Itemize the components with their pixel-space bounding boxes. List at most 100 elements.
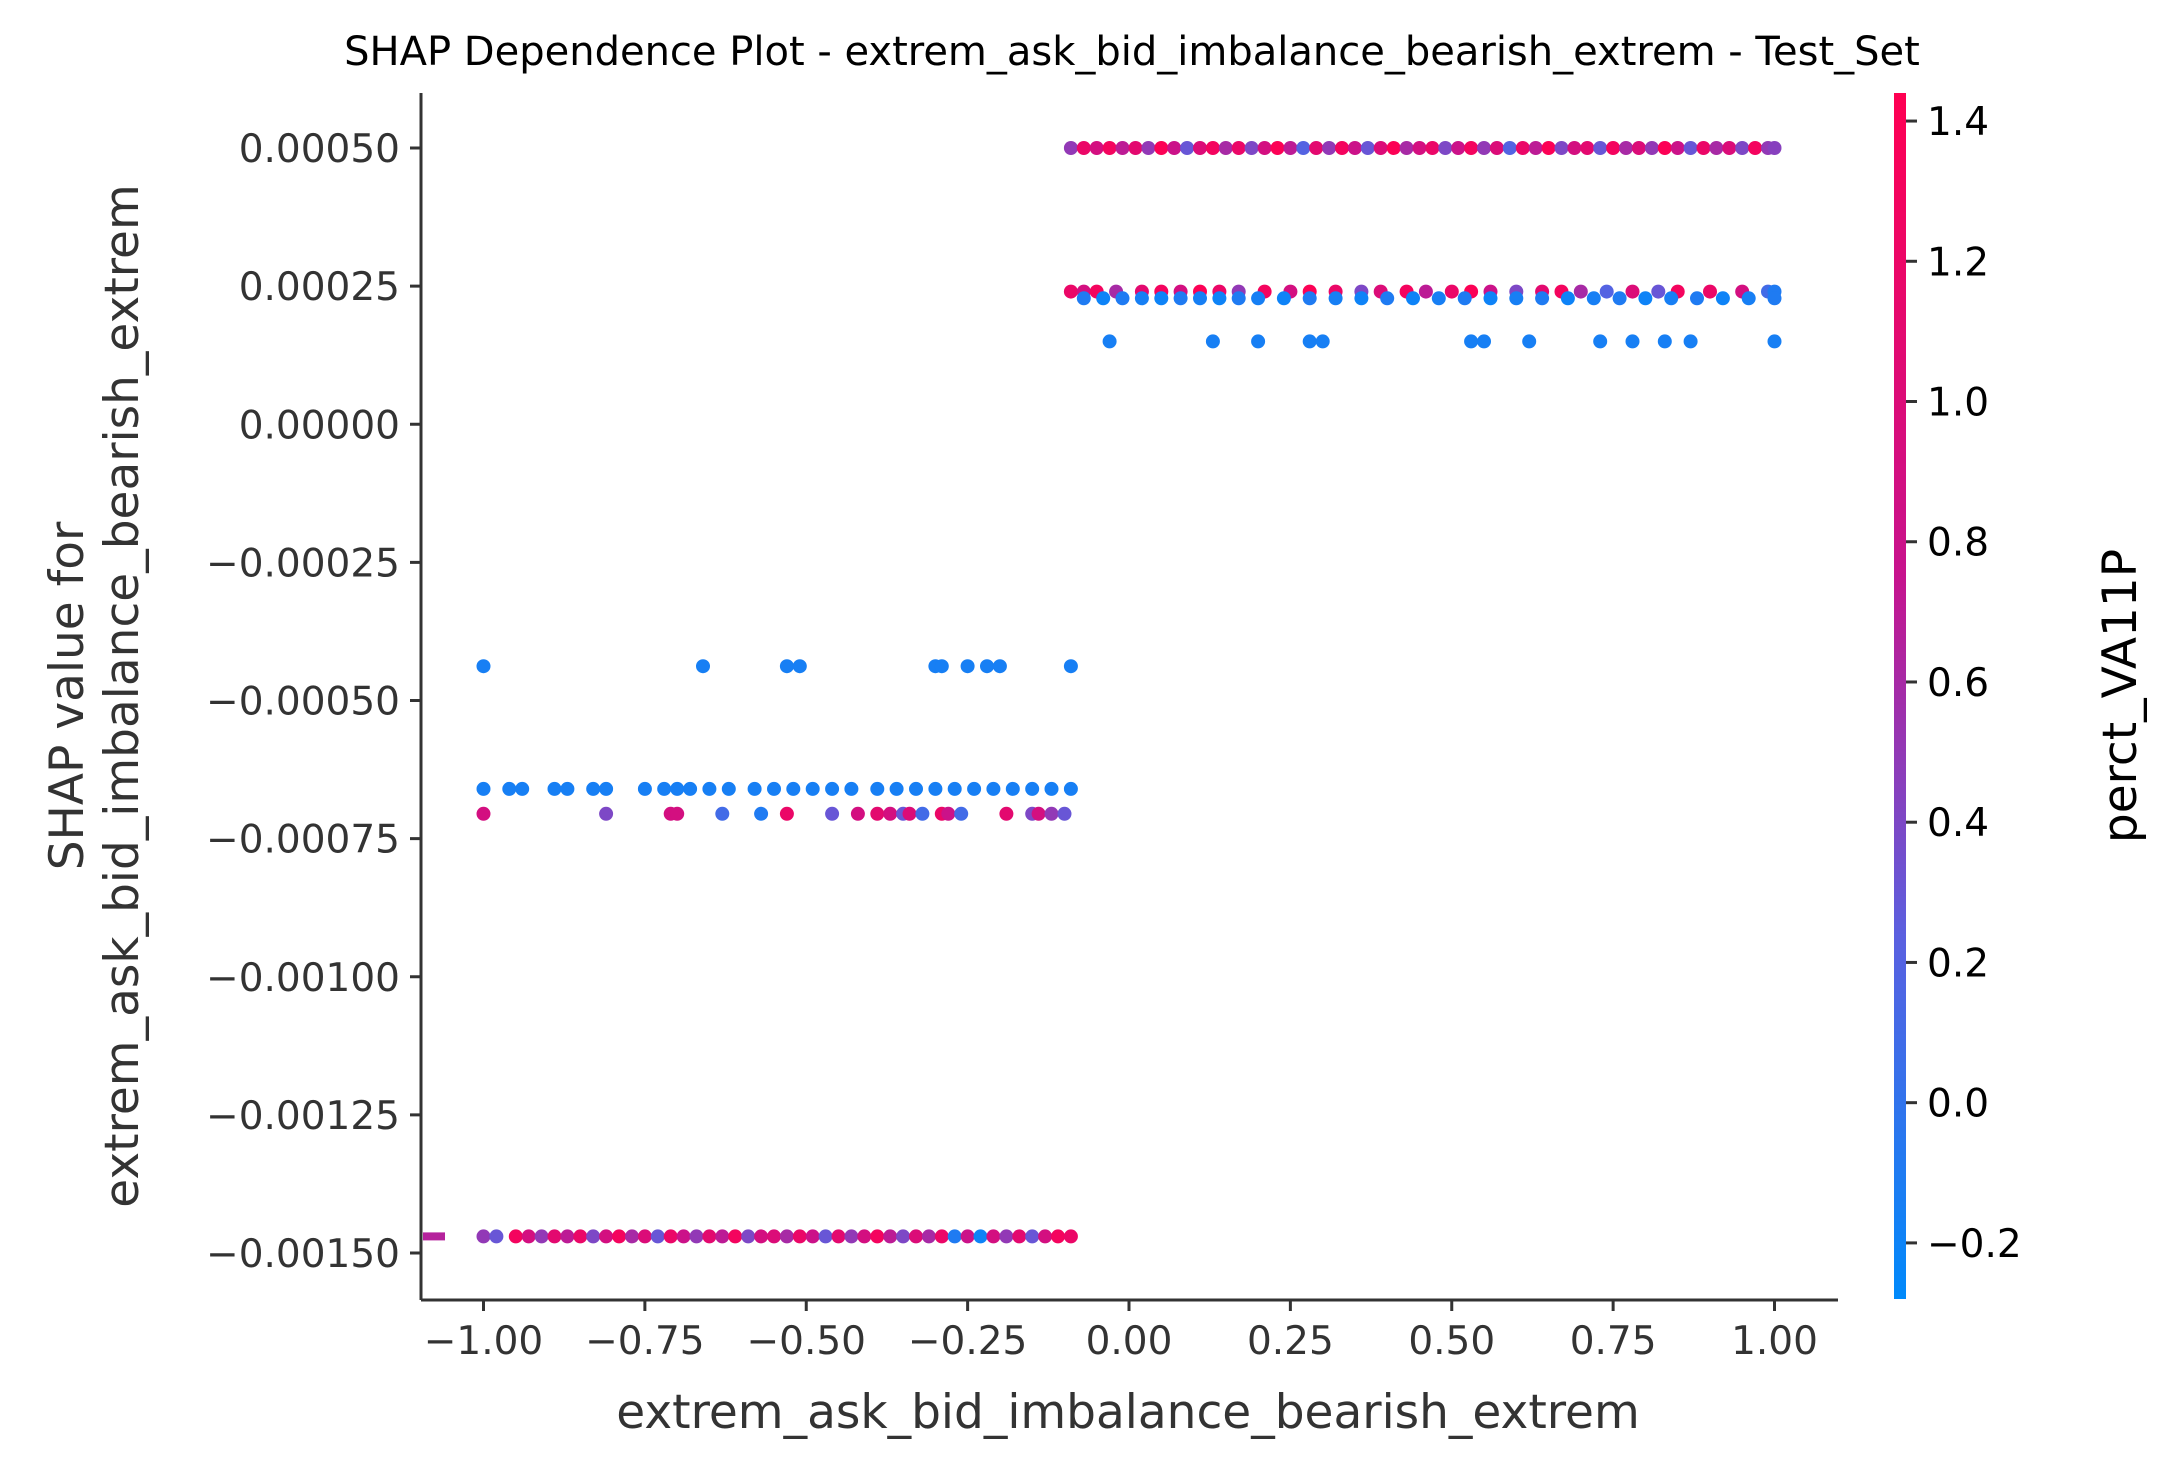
scatter-point — [1741, 291, 1756, 306]
scatter-point — [586, 781, 601, 796]
scatter-point — [767, 781, 781, 796]
colorbar-tick-label: 0.4 — [1927, 801, 1989, 846]
scatter-point — [1347, 141, 1362, 155]
scatter-point — [921, 1229, 936, 1244]
scatter-point — [1612, 291, 1627, 306]
scatter-point — [934, 1229, 949, 1244]
scatter-point — [1373, 141, 1388, 155]
scatter-point — [792, 659, 807, 674]
scatter-point — [941, 806, 956, 821]
scatter-point — [1205, 334, 1220, 349]
scatter-point — [1031, 806, 1046, 821]
colorbar-ticks: −0.2 0.0 0.2 0.4 0.6 0.8 1.0 1.2 1.4 — [1906, 100, 2022, 1267]
scatter-point — [1477, 141, 1491, 155]
scatter-point — [663, 1229, 678, 1244]
scatter-point — [870, 781, 885, 796]
scatter-point — [1380, 291, 1395, 306]
scatter-point — [883, 1229, 898, 1244]
scatter-point — [831, 1229, 846, 1244]
scatter-point — [857, 1229, 872, 1244]
scatter-point — [1509, 291, 1524, 306]
scatter-point — [657, 781, 672, 796]
scatter-point — [1464, 141, 1479, 155]
y-tick-label: −0.00100 — [206, 956, 400, 1001]
x-tick-label: 0.50 — [1408, 1319, 1495, 1364]
edge-marker — [423, 1232, 445, 1241]
scatter-point — [560, 1229, 575, 1244]
scatter-point — [818, 1229, 833, 1244]
colorbar-tick-label: 1.4 — [1927, 100, 1989, 145]
scatter-point — [1767, 141, 1782, 155]
y-tick-label: −0.00125 — [206, 1094, 400, 1139]
scatter-point — [1257, 141, 1272, 155]
scatter-point — [889, 781, 904, 796]
scatter-point — [1005, 781, 1020, 796]
scatter-point — [1063, 284, 1078, 299]
scatter-point — [1528, 141, 1543, 155]
scatter-point — [1309, 141, 1324, 155]
scatter-point — [547, 1229, 562, 1244]
y-tick-label: 0.00000 — [239, 403, 400, 448]
scatter-point — [476, 659, 491, 674]
scatter-point — [502, 781, 517, 796]
x-tick-label: −0.25 — [908, 1319, 1028, 1364]
scatter-point — [870, 806, 885, 821]
scatter-point — [1489, 141, 1504, 155]
scatter-point — [741, 1229, 756, 1244]
scatter-point — [534, 1229, 549, 1244]
scatter-point — [1683, 141, 1698, 155]
scatter-point — [1270, 141, 1285, 155]
scatter-point — [1076, 291, 1091, 306]
scatter-point — [1425, 141, 1440, 155]
scatter-point — [1696, 141, 1711, 155]
scatter-point — [1063, 1229, 1078, 1244]
scatter-point — [883, 806, 898, 821]
x-tick-label: 1.00 — [1731, 1319, 1818, 1364]
scatter-point — [1560, 291, 1575, 306]
scatter-point — [683, 781, 698, 796]
scatter-point — [696, 659, 710, 674]
scatter-point — [1038, 1229, 1053, 1244]
scatter-point — [599, 806, 614, 821]
colorbar-tick-label: 1.2 — [1927, 240, 1989, 285]
scatter-point — [1115, 291, 1130, 306]
scatter-point — [747, 781, 762, 796]
colorbar-tick-label: 0.0 — [1927, 1082, 1989, 1127]
scatter-point — [1212, 291, 1227, 306]
scatter-point — [1134, 291, 1149, 306]
scatter-point — [670, 806, 685, 821]
scatter-point — [1554, 141, 1569, 155]
scatter-point — [715, 806, 730, 821]
x-tick-label: −1.00 — [424, 1319, 544, 1364]
scatter-point — [1302, 334, 1317, 349]
colorbar-tick-label: 1.0 — [1927, 381, 1989, 426]
scatter-point — [850, 806, 865, 821]
scatter-point — [1715, 291, 1730, 306]
scatter-point — [1722, 141, 1737, 155]
scatter-point — [1335, 141, 1349, 155]
scatter-point — [1218, 141, 1233, 155]
x-ticks: −1.00 −0.75 −0.50 −0.25 0.00 0.25 0.50 0.75 1.00 — [424, 1300, 1818, 1364]
scatter-point — [1328, 291, 1343, 306]
scatter-point — [947, 781, 962, 796]
scatter-point — [702, 1229, 717, 1244]
scatter-point — [1567, 141, 1582, 155]
scatter-point — [1089, 141, 1104, 155]
y-axis-label-line-1: SHAP value for — [40, 521, 95, 870]
scatter-point — [1625, 284, 1640, 299]
scatter-point — [1664, 291, 1679, 306]
scatter-point — [1296, 141, 1311, 155]
scatter-point — [1276, 291, 1291, 306]
x-tick-label: 0.00 — [1086, 1319, 1173, 1364]
scatter-point — [1593, 141, 1608, 155]
scatter-point — [1438, 141, 1453, 155]
scatter-point — [1354, 291, 1369, 306]
colorbar-tick-label: 0.2 — [1927, 941, 1989, 986]
scatter-point — [1586, 291, 1601, 306]
scatter-point — [1657, 141, 1672, 155]
y-tick-label: −0.00025 — [206, 541, 400, 586]
scatter-point — [1457, 291, 1472, 306]
scatter-point — [1025, 781, 1040, 796]
scatter-point — [1012, 1229, 1027, 1244]
